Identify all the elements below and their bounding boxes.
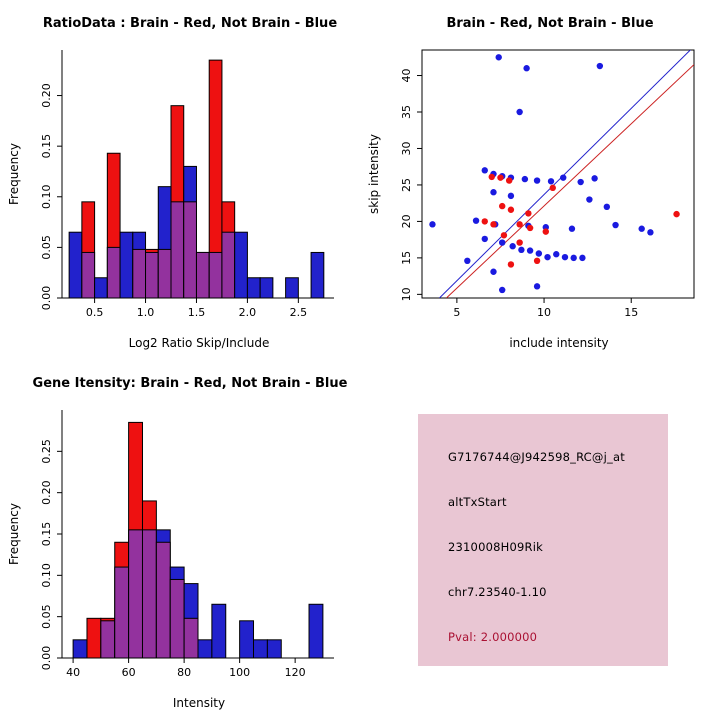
event-type-text: altTxStart (448, 494, 507, 509)
svg-text:0.00: 0.00 (40, 286, 53, 311)
svg-text:0.05: 0.05 (40, 235, 53, 260)
svg-text:35: 35 (400, 105, 413, 119)
intensity-scatter-xlabel: include intensity (509, 336, 609, 350)
svg-text:15: 15 (400, 251, 413, 265)
probe-id-text: G7176744@J942598_RC@j_at (448, 449, 625, 464)
gene-name-text: 2310008H09Rik (448, 539, 543, 554)
svg-text:0.20: 0.20 (40, 83, 53, 108)
intensity-scatter-panel: Brain - Red, Not Brain - Blue skip inten… (360, 0, 720, 360)
intensity-scatter-title: Brain - Red, Not Brain - Blue (446, 16, 654, 31)
svg-text:80: 80 (177, 666, 191, 679)
svg-text:20: 20 (400, 214, 413, 228)
svg-text:0.20: 0.20 (40, 480, 53, 505)
gene-intensity-histogram-xlabel: Intensity (172, 696, 226, 710)
gene-intensity-histogram-title: Gene Itensity: Brain - Red, Not Brain - … (32, 376, 348, 391)
svg-text:40: 40 (66, 666, 80, 679)
svg-text:0.10: 0.10 (40, 563, 53, 588)
pval-text: Pval: 2.000000 (448, 629, 538, 644)
info-box: G7176744@J942598_RC@j_at altTxStart 2310… (418, 414, 668, 666)
svg-text:0.15: 0.15 (40, 134, 53, 159)
svg-text:0.00: 0.00 (40, 646, 53, 671)
gene-intensity-histogram-panel: Gene Itensity: Brain - Red, Not Brain - … (0, 360, 360, 720)
ratio-histogram-plot: 0.5 1.0 1.5 2.0 2.5 0.00 0.05 0.10 0.15 0.20 (40, 50, 334, 319)
ratio-histogram-title: RatioData : Brain - Red, Not Brain - Blu… (42, 16, 338, 31)
gene-info-panel: G7176744@J942598_RC@j_at altTxStart 2310… (360, 360, 720, 720)
svg-text:2.0: 2.0 (239, 306, 257, 319)
gene-intensity-histogram-plot: 40 60 80 100 120 0.00 0.05 0.10 0.15 0.20 0.25 (40, 410, 334, 679)
svg-text:100: 100 (229, 666, 250, 679)
svg-text:0.5: 0.5 (86, 306, 104, 319)
locus-text: chr7.23540-1.10 (448, 584, 547, 599)
ratio-histogram-panel: RatioData : Brain - Red, Not Brain - Blu… (0, 0, 360, 360)
svg-text:2.5: 2.5 (290, 306, 308, 319)
svg-text:5: 5 (453, 306, 460, 319)
svg-text:120: 120 (285, 666, 306, 679)
svg-text:30: 30 (400, 141, 413, 155)
svg-text:10: 10 (400, 287, 413, 301)
svg-text:60: 60 (122, 666, 136, 679)
svg-text:40: 40 (400, 69, 413, 83)
svg-text:10: 10 (537, 306, 551, 319)
intensity-scatter-plot: 5 10 15 10 15 20 25 30 35 40 (400, 49, 695, 319)
svg-text:0.10: 0.10 (40, 185, 53, 210)
svg-text:0.25: 0.25 (40, 439, 53, 464)
ratio-histogram-xlabel: Log2 Ratio Skip/Include (128, 336, 270, 350)
svg-text:0.05: 0.05 (40, 604, 53, 629)
svg-text:1.0: 1.0 (137, 306, 155, 319)
svg-text:1.5: 1.5 (188, 306, 206, 319)
svg-text:0.15: 0.15 (40, 522, 53, 547)
svg-text:25: 25 (400, 178, 413, 192)
svg-text:15: 15 (624, 306, 638, 319)
